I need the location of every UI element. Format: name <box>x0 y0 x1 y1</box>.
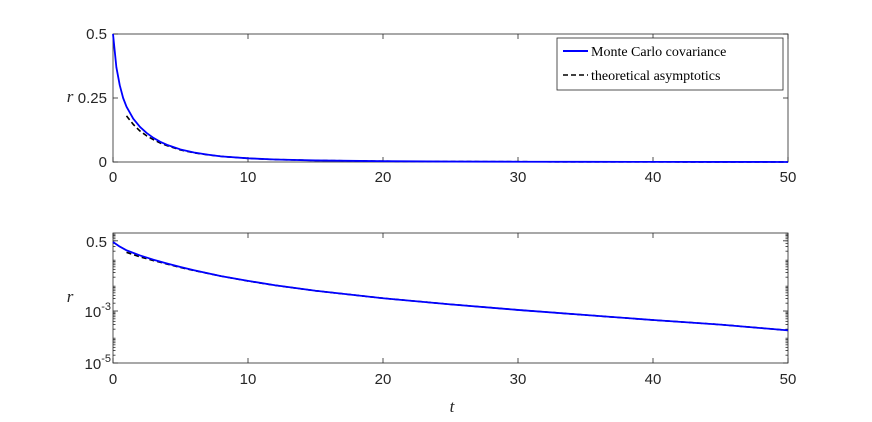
top-y-axis-label: r <box>67 87 74 106</box>
top-x-tick-label: 10 <box>240 169 257 186</box>
bottom-x-tick-label: 10 <box>240 371 257 388</box>
top-x-tick-label: 50 <box>780 169 797 186</box>
top-series-monte-carlo <box>112 33 789 163</box>
top-x-tick-label: 20 <box>375 169 392 186</box>
bottom-series <box>112 241 789 332</box>
bottom-y-tick-label: 0.5 <box>86 234 107 251</box>
bottom-y-axis-label: r <box>67 287 74 306</box>
top-chart: 0 10 20 30 40 50 0 0.25 0.5 r Monte Carlo covari… <box>67 26 797 186</box>
top-x-tick-label: 30 <box>510 169 527 186</box>
top-series <box>112 33 789 163</box>
legend-box <box>556 37 784 91</box>
top-y-tick-label: 0.25 <box>78 90 107 107</box>
legend-label-monte-carlo: Monte Carlo covariance <box>591 45 726 60</box>
bottom-ticks: 0 10 20 30 40 50 0.5 10-3 10-5 <box>85 233 797 388</box>
bottom-x-tick-label: 0 <box>109 371 117 388</box>
bottom-x-tick-label: 20 <box>375 371 392 388</box>
top-y-tick-label: 0 <box>99 154 107 171</box>
bottom-series-monte-carlo <box>112 241 789 332</box>
bottom-plot-area <box>112 232 789 364</box>
bottom-x-tick-label: 30 <box>510 371 527 388</box>
bottom-x-tick-label: 50 <box>780 371 797 388</box>
bottom-y-tick-label: 10-5 <box>85 353 111 373</box>
legend: Monte Carlo covariance theoretical asymp… <box>556 37 784 91</box>
legend-label-theoretical: theoretical asymptotics <box>591 69 720 84</box>
top-x-tick-label: 0 <box>109 169 117 186</box>
top-ticks: 0 10 20 30 40 50 0 0.25 0.5 <box>78 26 797 186</box>
x-axis-label: t <box>450 397 456 416</box>
bottom-chart: 0 10 20 30 40 50 0.5 10-3 10-5 r t <box>67 232 797 416</box>
bottom-x-tick-label: 40 <box>645 371 662 388</box>
bottom-y-tick-label: 10-3 <box>85 301 111 321</box>
top-y-tick-label: 0.5 <box>86 26 107 43</box>
top-x-tick-label: 40 <box>645 169 662 186</box>
